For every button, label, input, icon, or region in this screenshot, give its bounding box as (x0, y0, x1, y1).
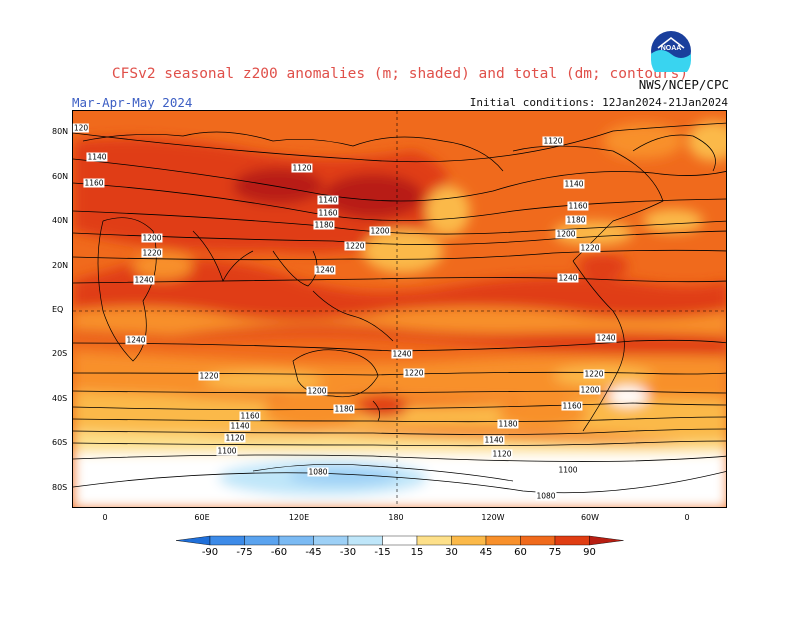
contour-label: 1140 (483, 435, 505, 445)
lat-label: 40N (52, 216, 69, 225)
contour-label: 1180 (565, 215, 587, 225)
lat-label: 80N (52, 127, 69, 136)
noaa-logo-icon: NOAA (651, 31, 691, 72)
lat-label: 60S (52, 438, 68, 447)
contour-label: 1180 (497, 419, 519, 429)
lat-label: EQ (52, 305, 64, 314)
contour-label: 1140 (317, 195, 339, 205)
lon-label: 180 (388, 513, 404, 522)
contour-label: 1240 (595, 333, 617, 343)
contour-label: 1220 (403, 368, 425, 378)
contour-label: 1240 (391, 349, 413, 359)
colorbar-swatch (520, 535, 556, 546)
contour-label: 1200 (369, 226, 391, 236)
contour-label: 1180 (313, 220, 335, 230)
contour-label: 1220 (198, 371, 220, 381)
contour-label: 1080 (535, 491, 557, 501)
colorbar-arrow-low (175, 535, 211, 546)
contour-label: 1200 (306, 386, 328, 396)
colorbar-label: 75 (549, 547, 562, 558)
anomaly-field (73, 111, 726, 507)
contour-label: 120 (72, 123, 90, 133)
colorbar-label: -90 (202, 547, 218, 558)
colorbar-label: 30 (445, 547, 458, 558)
lon-label: 0 (684, 513, 690, 522)
chart-title: CFSv2 seasonal z200 anomalies (m; shaded… (111, 66, 689, 82)
lat-label: 20S (52, 349, 68, 358)
contour-label: 1160 (83, 178, 105, 188)
colorbar-label: 15 (411, 547, 424, 558)
agency-label: NWS/NCEP/CPC (638, 77, 729, 92)
colorbar-swatch (451, 535, 487, 546)
lon-label: 120W (481, 513, 505, 522)
contour-label: 1080 (307, 467, 329, 477)
colorbar-label: 90 (583, 547, 596, 558)
contour-label: 1220 (344, 241, 366, 251)
contour-label: 1120 (224, 433, 246, 443)
contour-label: 1200 (555, 229, 577, 239)
colorbar-swatch (313, 535, 349, 546)
colorbar-swatch (209, 535, 245, 546)
lat-label: 80S (52, 483, 68, 492)
lon-label: 60E (194, 513, 210, 522)
colorbar-swatch (554, 535, 590, 546)
contour-label: 1160 (317, 208, 339, 218)
contour-label: 1240 (133, 275, 155, 285)
contour-label: 1220 (583, 369, 605, 379)
colorbar-label: 60 (514, 547, 527, 558)
colorbar-label: -30 (340, 547, 356, 558)
colorbar-arrow-high (589, 535, 624, 546)
colorbar-label: -15 (374, 547, 390, 558)
colorbar-swatch (347, 535, 383, 546)
contour-label: 1160 (561, 401, 583, 411)
colorbar-swatch (244, 535, 280, 546)
contour-label: 1100 (216, 446, 238, 456)
colorbar-label: 45 (480, 547, 493, 558)
svg-text:NOAA: NOAA (661, 45, 682, 52)
colorbar-swatch (382, 535, 418, 546)
lat-label: 40S (52, 394, 68, 403)
contour-label: 1200 (579, 385, 601, 395)
contour-label: 1220 (141, 248, 163, 258)
initial-conditions: Initial conditions: 12Jan2024-21Jan2024 (469, 96, 728, 109)
contour-label: 1180 (333, 404, 355, 414)
contour-label: 1240 (125, 335, 147, 345)
contour-label: 1120 (491, 449, 513, 459)
colorbar-swatch (485, 535, 521, 546)
colorbar: -90 -75 -60 -45 -30 -15 15 30 45 60 75 90 (175, 535, 624, 558)
anomaly-map (72, 110, 727, 508)
colorbar-swatch (416, 535, 452, 546)
contour-label: 1100 (557, 465, 579, 475)
contour-label: 1140 (229, 421, 251, 431)
lat-label: 20N (52, 261, 69, 270)
contour-label: 1220 (579, 243, 601, 253)
colorbar-swatch (278, 535, 314, 546)
contour-label: 1240 (557, 273, 579, 283)
contour-label: 1240 (314, 265, 336, 275)
contour-label: 1140 (86, 152, 108, 162)
contour-label: 1140 (563, 179, 585, 189)
contour-label: 1160 (567, 201, 589, 211)
colorbar-label: -60 (271, 547, 287, 558)
contour-label: 1200 (141, 233, 163, 243)
colorbar-label: -45 (305, 547, 321, 558)
lon-label: 0 (102, 513, 108, 522)
contour-label: 1160 (239, 411, 261, 421)
lon-label: 60W (580, 513, 600, 522)
forecast-period: Mar-Apr-May 2024 (72, 95, 193, 110)
colorbar-label: -75 (236, 547, 252, 558)
lon-label: 120E (288, 513, 310, 522)
lat-label: 60N (52, 172, 69, 181)
contour-label: 1120 (291, 163, 313, 173)
contour-label: 1120 (542, 136, 564, 146)
